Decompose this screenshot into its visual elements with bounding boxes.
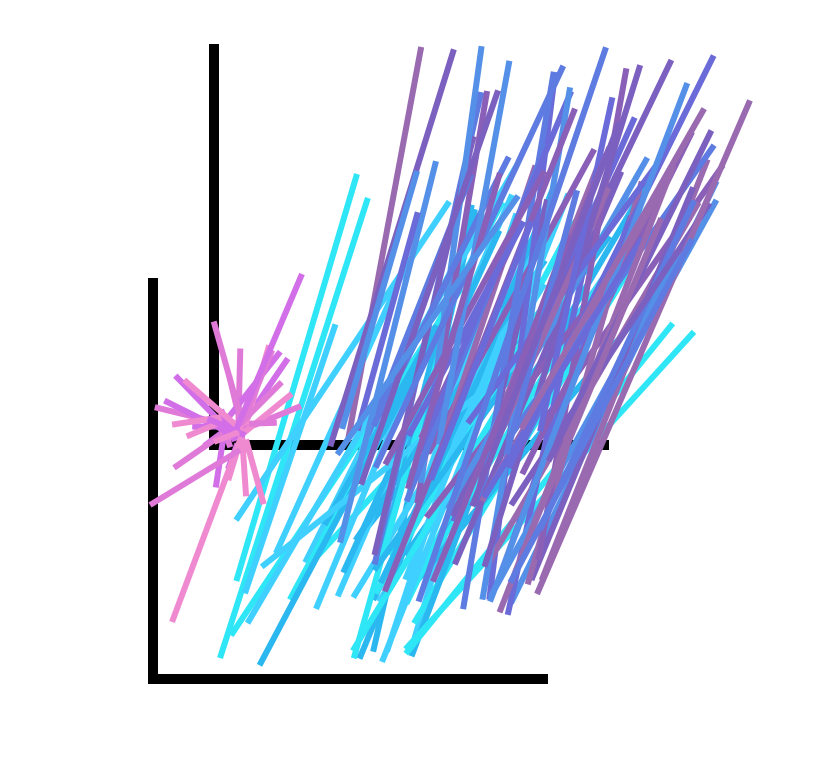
stroke-cluster <box>148 45 753 667</box>
blue-stroke <box>405 172 503 490</box>
pink-stroke <box>163 397 231 436</box>
blue-stroke <box>337 160 439 544</box>
pink-stroke <box>233 272 305 432</box>
pink-stroke <box>182 377 244 433</box>
blue-stroke <box>358 89 501 486</box>
pink-stroke <box>148 447 242 508</box>
blue-stroke <box>469 121 623 508</box>
blue-stroke <box>518 107 707 431</box>
pink-stroke <box>171 413 226 428</box>
pink-stroke <box>212 429 241 445</box>
blue-stroke <box>481 236 645 500</box>
pink-stroke <box>243 438 267 505</box>
blue-stroke <box>354 211 421 432</box>
cyan-stroke <box>256 280 466 667</box>
blue-stroke <box>339 170 420 430</box>
blue-stroke <box>414 90 574 459</box>
pink-stroke <box>238 431 250 497</box>
cyan-stroke <box>217 196 371 660</box>
blue-stroke <box>487 82 691 603</box>
cyan-stroke <box>242 323 339 595</box>
pink-stroke <box>248 419 277 427</box>
pink-stroke <box>169 438 243 624</box>
pink-stroke <box>236 391 294 440</box>
blue-stroke <box>415 46 609 603</box>
blue-stroke <box>518 217 664 557</box>
blue-stroke <box>534 99 753 596</box>
blue-stroke <box>428 220 535 481</box>
blue-stroke <box>334 194 521 457</box>
pink-stroke <box>210 320 244 418</box>
cyan-stroke <box>233 173 360 582</box>
blue-stroke <box>487 241 689 599</box>
blue-stroke <box>507 237 695 585</box>
